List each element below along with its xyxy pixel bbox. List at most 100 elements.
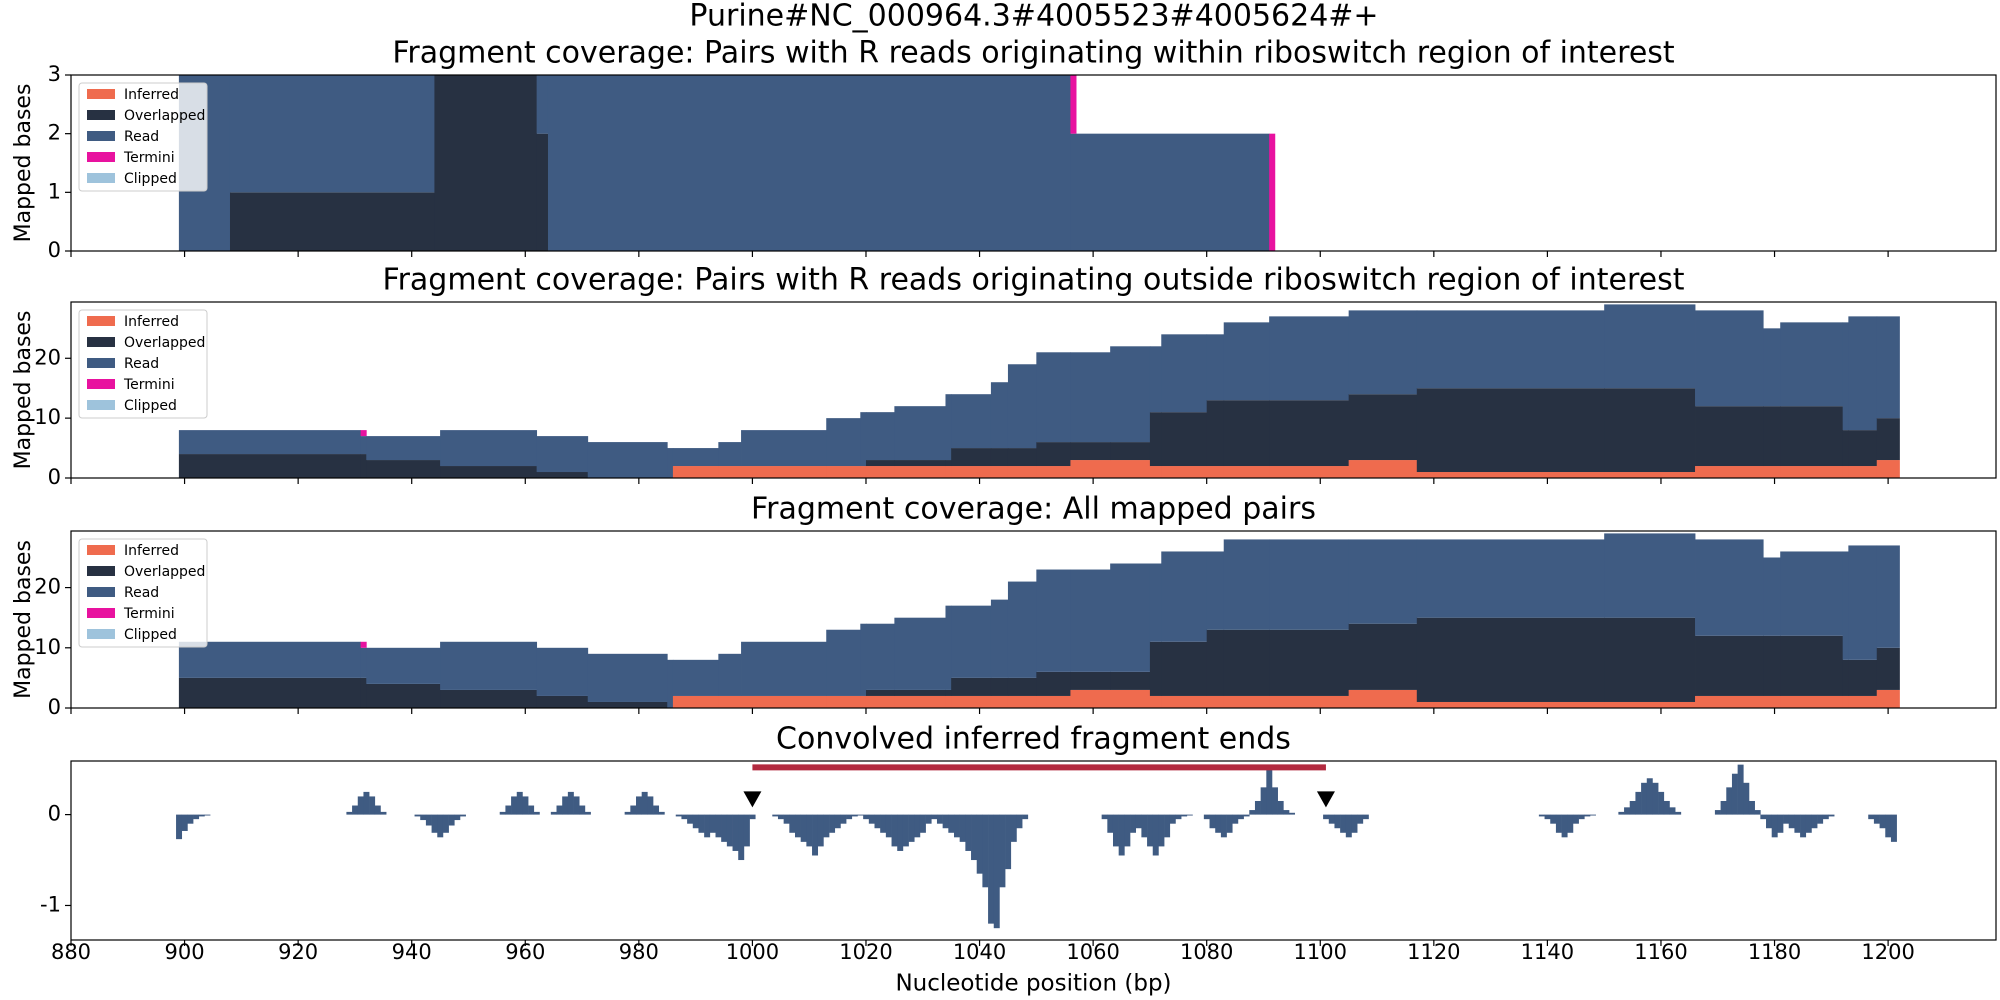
y-tick-label: 0: [48, 802, 61, 826]
coverage-segment: [741, 430, 827, 467]
legend-swatch: [87, 173, 115, 183]
legend-swatch: [87, 629, 115, 639]
bar: [1323, 814, 1330, 820]
bar: [1618, 811, 1625, 815]
bar: [1249, 810, 1256, 815]
panel-title: Fragment coverage: All mapped pairs: [751, 492, 1316, 527]
coverage-segment: [1110, 563, 1151, 672]
bar: [1868, 814, 1875, 820]
bar: [380, 811, 387, 815]
coverage-segment: [1842, 322, 1849, 431]
coverage-segment: [1036, 466, 1071, 478]
bar: [749, 814, 756, 820]
coverage-segment: [1695, 695, 1764, 708]
coverage-segment: [1269, 539, 1350, 630]
coverage-segment: [951, 605, 992, 678]
bar: [1641, 782, 1648, 815]
bar: [738, 814, 745, 861]
bar: [704, 814, 711, 838]
coverage-segment: [1416, 388, 1605, 473]
bar: [1743, 782, 1750, 815]
coverage-segment: [718, 442, 742, 467]
bar: [692, 814, 699, 829]
coverage-segment: [1876, 647, 1900, 690]
coverage-segment: [1876, 545, 1900, 648]
bar: [846, 814, 853, 820]
bar: [1817, 814, 1824, 824]
legend-swatch: [87, 608, 115, 618]
coverage-segment: [718, 695, 742, 708]
coverage-segment: [1269, 466, 1350, 478]
coverage-segment: [1348, 394, 1418, 461]
coverage-segment: [667, 659, 674, 708]
bar: [1766, 814, 1773, 829]
bar: [181, 814, 188, 831]
coverage-segment: [1161, 641, 1208, 696]
coverage-segment: [1223, 539, 1270, 630]
boundary-marker: [1316, 791, 1335, 808]
bar: [357, 796, 364, 815]
bar: [681, 814, 688, 820]
y-tick-label: 1: [48, 179, 61, 203]
coverage-segment: [1604, 533, 1696, 618]
bar: [1141, 814, 1148, 838]
bar: [800, 814, 807, 842]
coverage-segment: [536, 647, 589, 696]
coverage-segment: [440, 430, 538, 467]
bar: [1152, 814, 1159, 856]
x-tick-label: 1040: [953, 940, 1006, 964]
coverage-segment: [1848, 430, 1878, 467]
coverage-segment: [990, 599, 1009, 678]
coverage-segment: [360, 647, 367, 678]
bar: [954, 814, 960, 838]
coverage-segment: [1070, 460, 1111, 478]
coverage-segment: [360, 677, 367, 708]
bar: [1675, 811, 1682, 815]
coverage-segment: [894, 689, 946, 696]
legend-swatch: [87, 566, 115, 576]
coverage-segment: [587, 701, 668, 708]
y-tick-label: 0: [48, 465, 61, 489]
coverage-segment: [1269, 400, 1350, 467]
coverage-segment: [1007, 677, 1037, 696]
bar: [959, 814, 966, 842]
coverage-segment: [1348, 460, 1418, 478]
coverage-segment: [1206, 551, 1225, 630]
coverage-segment: [1223, 466, 1270, 478]
bar: [1005, 814, 1012, 870]
y-axis-label: Mapped bases: [11, 84, 36, 243]
bar: [636, 796, 642, 815]
coverage-segment: [1763, 466, 1781, 478]
bar: [1805, 814, 1812, 833]
bar: [459, 814, 466, 817]
coverage-segment: [951, 695, 992, 708]
legend-swatch: [87, 110, 115, 120]
coverage-segment: [1070, 671, 1111, 690]
coverage-segment: [1149, 412, 1162, 467]
coverage-segment: [1848, 659, 1878, 696]
legend-label: Overlapped: [124, 335, 205, 351]
bar: [533, 811, 540, 815]
bar: [1340, 814, 1347, 833]
legend: Inferred Overlapped Read Termini Clipped: [78, 538, 208, 648]
legend-label: Read: [124, 585, 159, 601]
coverage-segment: [667, 448, 674, 478]
bar: [1794, 814, 1801, 833]
x-tick-label: 1060: [1066, 940, 1119, 964]
coverage-segment: [1036, 695, 1071, 708]
coverage-segment: [1842, 430, 1849, 467]
bar: [522, 796, 529, 815]
legend-swatch: [87, 337, 115, 347]
coverage-segment: [360, 454, 367, 478]
coverage-segment: [1161, 551, 1208, 642]
bar: [1555, 814, 1562, 833]
y-tick-label: -1: [40, 892, 61, 916]
coverage-segment: [366, 460, 441, 478]
bar: [352, 805, 359, 815]
coverage-segment: [945, 460, 952, 467]
bar: [868, 814, 875, 824]
bar: [1135, 814, 1142, 829]
bar: [1175, 814, 1182, 820]
x-tick-label: 900: [165, 940, 205, 964]
coverage-segment: [229, 75, 435, 193]
